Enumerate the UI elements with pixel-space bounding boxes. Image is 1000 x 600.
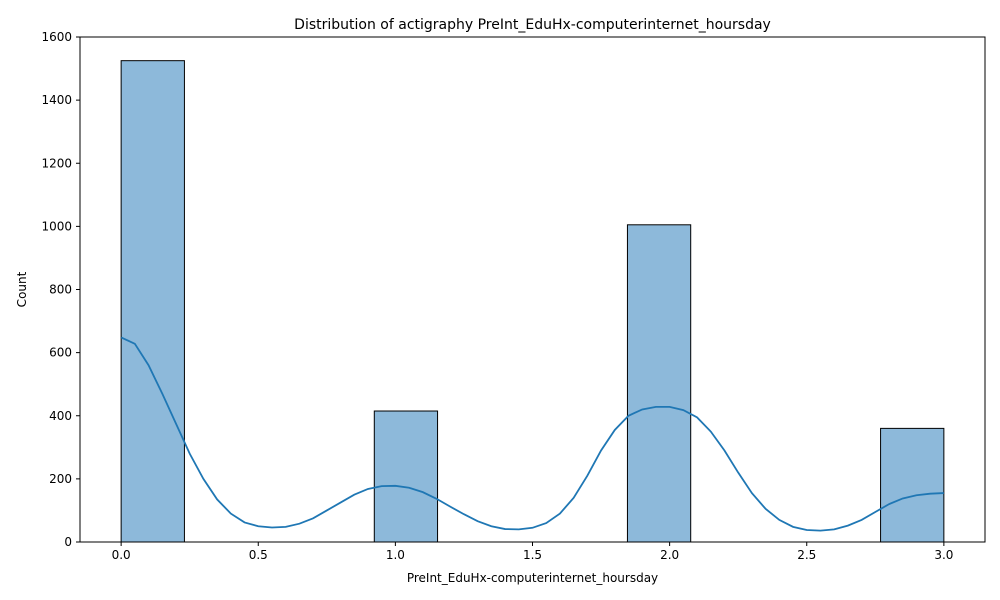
x-axis-title: PreInt_EduHx-computerinternet_hoursday <box>407 571 658 585</box>
x-tick-label: 1.0 <box>386 548 405 562</box>
x-tick-label: 0.0 <box>112 548 131 562</box>
x-tick-label: 1.5 <box>523 548 542 562</box>
histogram-bar <box>880 427 945 543</box>
x-tick-label: 3.0 <box>934 548 953 562</box>
plot-frame <box>79 36 986 543</box>
kde-density-line <box>120 336 944 532</box>
y-tick-label: 1200 <box>41 156 72 170</box>
y-tick-label: 600 <box>49 346 72 360</box>
histogram-bar <box>120 60 185 543</box>
y-tick-label: 1600 <box>41 30 72 44</box>
y-axis-ticks: 0 200 400 600 800 1000 1200 1400 1600 <box>41 30 80 549</box>
histogram-bars <box>120 60 945 543</box>
y-axis-title: Count <box>15 271 29 307</box>
y-tick-label: 400 <box>49 409 72 423</box>
histogram-bar <box>373 410 439 543</box>
histogram-bar <box>626 224 692 543</box>
y-tick-label: 800 <box>49 283 72 297</box>
y-tick-label: 200 <box>49 472 72 486</box>
chart-title: Distribution of actigraphy PreInt_EduHx-… <box>294 17 771 33</box>
x-axis-ticks: 0.0 0.5 1.0 1.5 2.0 2.5 3.0 <box>112 542 953 562</box>
y-tick-label: 1400 <box>41 93 72 107</box>
x-tick-label: 0.5 <box>249 548 268 562</box>
x-tick-label: 2.5 <box>797 548 816 562</box>
x-tick-label: 2.0 <box>660 548 679 562</box>
y-tick-label: 0 <box>64 535 72 549</box>
y-tick-label: 1000 <box>41 219 72 233</box>
